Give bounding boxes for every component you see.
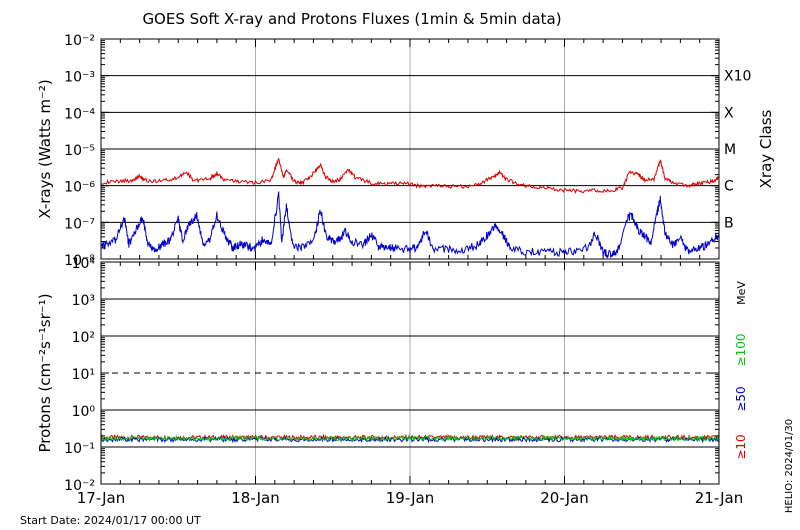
x-day-label: 18-Jan: [231, 489, 279, 507]
proton-panel: 10⁻² 10⁻¹ 10⁰ 10¹ 10² 10³ 10⁴ Protons (cm⁻²s⁻¹…: [36, 256, 748, 494]
x-day-label: 19-Jan: [386, 489, 434, 507]
energy-label-50: ≥50: [734, 386, 748, 411]
x-day-label: 17-Jan: [77, 489, 125, 507]
xray-short-series: [100, 191, 720, 259]
start-date: Start Date: 2024/01/17 00:00 UT: [20, 514, 201, 527]
y-tick-label: 10³: [72, 293, 95, 309]
proton-y-ticks: 10⁻² 10⁻¹ 10⁰ 10¹ 10² 10³ 10⁴: [64, 256, 720, 494]
xray-class-labels: B C M X X10: [724, 69, 751, 232]
xray-class-label: M: [724, 142, 736, 158]
xray-class-label: C: [724, 179, 734, 195]
y-tick-label: 10⁻²: [64, 478, 95, 494]
x-axis-day-labels: 17-Jan 18-Jan 19-Jan 20-Jan 21-Jan: [77, 489, 743, 507]
xray-long-series: [100, 157, 720, 194]
xray-y-axis-label: X-rays (Watts m⁻²): [36, 79, 54, 218]
y-tick-label: 10⁻⁵: [64, 143, 95, 159]
xray-class-label: B: [724, 215, 734, 231]
y-tick-label: 10⁻⁷: [64, 216, 95, 232]
x-day-label: 21-Jan: [695, 489, 743, 507]
proton-series-line: [100, 434, 720, 443]
energy-label-10: ≥10: [734, 434, 748, 459]
xray-panel: 10⁻⁸ 10⁻⁷ 10⁻⁶ 10⁻⁵ 10⁻⁴ 10⁻³ 10⁻² B C M X X10 X-r…: [36, 33, 775, 269]
credit-label: HELIO: 2024/01/30: [784, 419, 795, 513]
xray-y-ticks: 10⁻⁸ 10⁻⁷ 10⁻⁶ 10⁻⁵ 10⁻⁴ 10⁻³ 10⁻²: [64, 33, 720, 269]
y-tick-label: 10⁻²: [64, 33, 95, 49]
y-tick-label: 10⁻⁶: [64, 180, 95, 196]
proton-series: [100, 433, 720, 444]
xray-class-label: X: [724, 105, 734, 121]
proton-grid: [101, 262, 719, 484]
chart-title: GOES Soft X-ray and Protons Fluxes (1min…: [142, 10, 561, 28]
xray-grid: [101, 39, 719, 259]
proton-y-axis-label: Protons (cm⁻²s⁻¹sr⁻¹): [36, 293, 54, 452]
xray-class-label: X10: [724, 69, 751, 85]
xray-series: [100, 157, 720, 259]
y-tick-label: 10⁴: [72, 256, 96, 272]
y-tick-label: 10⁻⁸: [64, 253, 95, 269]
energy-label-100: ≥100: [734, 334, 748, 367]
xray-class-axis-label: Xray Class: [757, 109, 775, 188]
proton-unit-label: MeV: [735, 281, 748, 305]
y-tick-label: 10⁻⁴: [64, 106, 95, 122]
y-tick-label: 10⁻¹: [64, 441, 95, 457]
x-day-label: 20-Jan: [540, 489, 588, 507]
y-tick-label: 10⁻³: [64, 70, 95, 86]
y-tick-label: 10¹: [72, 367, 95, 383]
y-tick-label: 10²: [72, 330, 95, 346]
y-tick-label: 10⁰: [72, 404, 96, 420]
